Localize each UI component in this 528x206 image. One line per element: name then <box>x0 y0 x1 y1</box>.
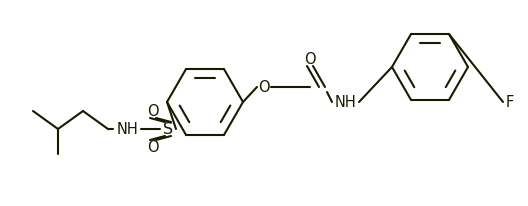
Text: F: F <box>506 95 514 110</box>
Text: NH: NH <box>334 95 356 110</box>
Text: NH: NH <box>116 122 138 137</box>
Text: O: O <box>147 140 159 155</box>
Text: S: S <box>163 122 173 137</box>
Text: O: O <box>258 80 270 95</box>
Text: O: O <box>304 52 316 67</box>
Text: O: O <box>147 104 159 119</box>
